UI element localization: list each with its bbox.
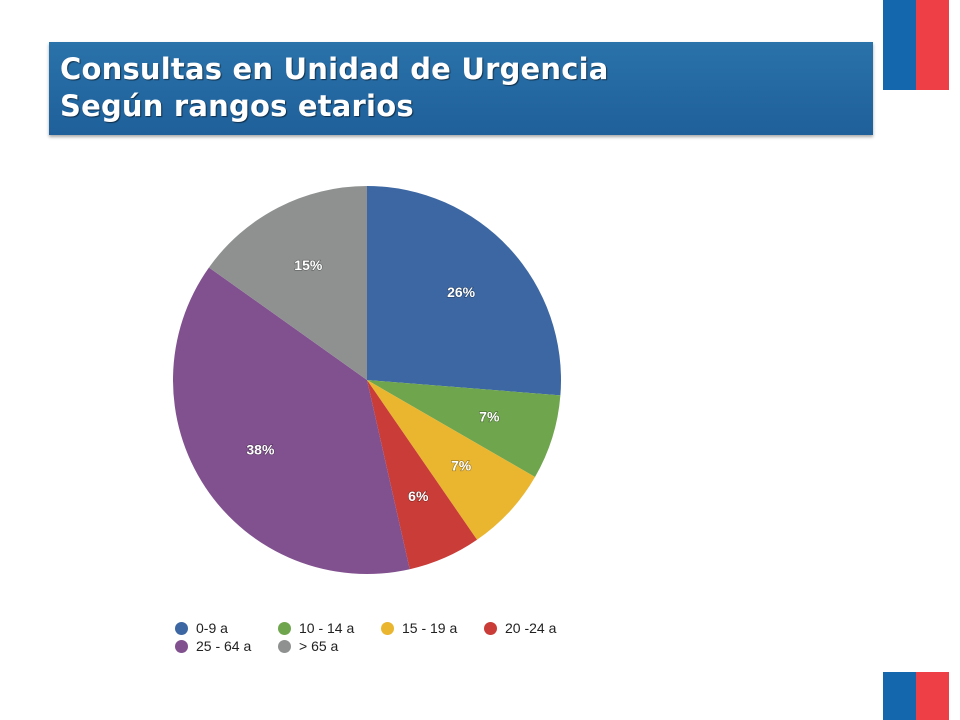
legend-label: 15 - 19 a — [402, 620, 458, 636]
flag-red-half — [916, 0, 949, 90]
legend-item: 20 -24 a — [481, 620, 584, 636]
chart-legend: 0-9 a 10 - 14 a 15 - 19 a 20 -24 a 25 - 64 a… — [172, 620, 592, 654]
pie-slice-label-2: 7% — [451, 458, 472, 474]
flag-blue-half — [883, 0, 916, 90]
chile-flag-stripe-bottom — [883, 672, 949, 720]
pie-slice-label-5: 15% — [294, 257, 323, 273]
legend-label: 25 - 64 a — [196, 638, 252, 654]
pie-slice-3 — [367, 380, 478, 570]
pie-slice-0 — [367, 186, 561, 396]
pie-slice-label-3: 6% — [408, 488, 429, 504]
legend-item: 15 - 19 a — [378, 620, 481, 636]
legend-swatch — [484, 621, 497, 635]
legend-label: 0-9 a — [196, 620, 228, 636]
pie-slice-5 — [208, 186, 367, 380]
title-banner: Consultas en Unidad de Urgencia Según ra… — [49, 42, 873, 135]
legend-label: 10 - 14 a — [299, 620, 355, 636]
legend-swatch — [175, 639, 188, 653]
pie-slice-1 — [367, 380, 561, 477]
legend-swatch — [175, 621, 188, 635]
pie-slice-4 — [173, 267, 410, 574]
pie-slice-label-4: 38% — [246, 442, 275, 458]
legend-item: 0-9 a — [172, 620, 275, 636]
legend-swatch — [381, 621, 394, 635]
title-line-1: Consultas en Unidad de Urgencia — [60, 52, 609, 86]
chile-flag-stripe-top — [883, 0, 949, 90]
flag-blue-half — [883, 672, 916, 720]
legend-item: 25 - 64 a — [172, 638, 275, 654]
legend-label: 20 -24 a — [505, 620, 557, 636]
legend-swatch — [278, 621, 291, 635]
legend-item: > 65 a — [275, 638, 378, 654]
title-line-2: Según rangos etarios — [60, 89, 414, 123]
flag-red-half — [916, 672, 949, 720]
pie-slice-label-0: 26% — [447, 284, 476, 300]
pie-slice-2 — [367, 380, 536, 540]
legend-label: > 65 a — [299, 638, 339, 654]
legend-item: 10 - 14 a — [275, 620, 378, 636]
legend-swatch — [278, 639, 291, 653]
pie-slice-label-1: 7% — [479, 409, 500, 425]
